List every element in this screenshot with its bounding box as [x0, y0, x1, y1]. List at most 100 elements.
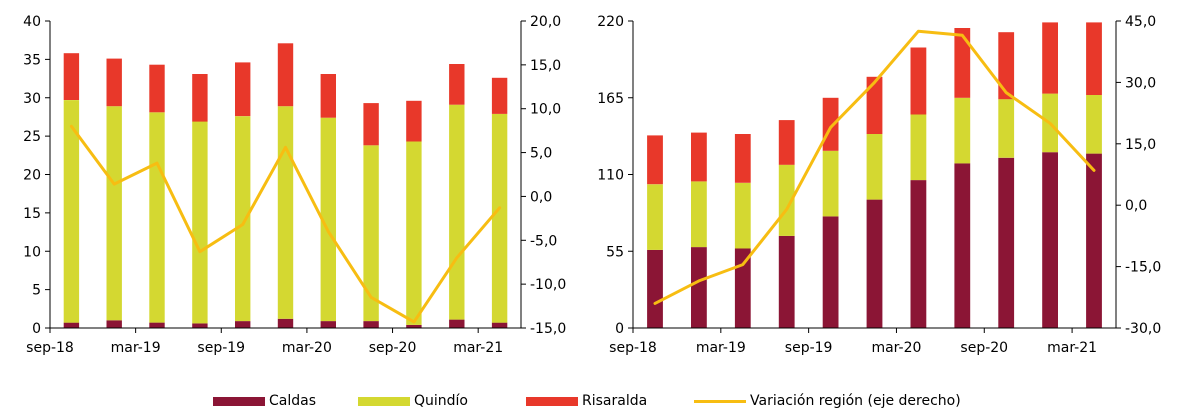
y2-tick-label-2: -15,0: [1125, 260, 1161, 276]
bar-quindio-2-jun-20: [954, 97, 971, 164]
legend-label-risaralda: Risaralda: [582, 393, 648, 409]
y-tick-label-1: 5: [32, 283, 41, 299]
x-tick-label-1: sep-20: [369, 340, 417, 356]
bar-quindio-1-dic-20: [449, 104, 465, 320]
x-tick-label-2: mar-20: [871, 340, 921, 356]
bar-risaralda-1-dic-19: [277, 43, 294, 107]
bar-risaralda-1-mar-20: [320, 74, 336, 118]
bar-risaralda-2-dic-20: [1042, 22, 1058, 94]
y-tick-label-1: 10: [23, 244, 41, 260]
bar-quindio-1-sep-18: [63, 100, 80, 323]
variation-line-2: [653, 29, 1096, 305]
bar-risaralda-2-mar-20: [910, 47, 927, 115]
y-tick-label-2: 220: [597, 14, 624, 30]
x-tick-label-2: sep-19: [785, 340, 833, 356]
bar-quindio-1-sep-20: [406, 141, 422, 325]
bar-caldas-1-mar-21: [491, 322, 508, 328]
x-tick-label-2: mar-19: [696, 340, 746, 356]
bar-caldas-2-jun-20: [954, 163, 971, 328]
y-tick-label-2: 165: [597, 91, 624, 107]
variation-line-1: [69, 124, 502, 324]
legend: Caldas Quindío Risaralda Variación regió…: [0, 391, 1177, 411]
bar-caldas-2-dic-19: [866, 199, 883, 328]
y-tick-label-1: 20: [23, 168, 41, 184]
bar-caldas-1-sep-19: [235, 321, 251, 328]
bar-caldas-1-dic-19: [277, 318, 294, 328]
y2-tick-label-2: 45,0: [1125, 14, 1156, 30]
bar-quindio-1-jun-19: [192, 121, 208, 324]
y-tick-label-2: 0: [615, 321, 624, 337]
bar-risaralda-1-sep-20: [406, 100, 422, 142]
y2-tick-label-2: 30,0: [1125, 75, 1156, 91]
bar-caldas-1-jun-20: [363, 321, 379, 328]
bar-caldas-1-sep-20: [406, 324, 422, 328]
x-tick-label-1: mar-21: [453, 340, 503, 356]
bar-caldas-2-dic-20: [1042, 152, 1058, 328]
y2-tick-label-1: 10,0: [530, 102, 561, 118]
legend-label-quindio: Quindío: [414, 393, 468, 409]
y-tick-label-1: 25: [23, 129, 41, 145]
charts-svg: 0 5 10 15 20 25 30 35 40 -15,0 -10,0 -5,0 0,0 5,0 10,0…: [23, 14, 1161, 356]
bar-caldas-1-sep-18: [63, 322, 80, 328]
bar-quindio-2-dic-19: [866, 134, 883, 200]
bar-quindio-1-jun-20: [363, 145, 379, 322]
x-tick-label-1: mar-19: [111, 340, 161, 356]
bar-risaralda-1-mar-19: [149, 64, 165, 113]
bar-quindio-2-mar-21: [1086, 95, 1102, 154]
y2-tick-label-1: 20,0: [530, 14, 561, 30]
y-tick-label-1: 30: [23, 91, 41, 107]
bar-quindio-2-jun-19: [778, 164, 795, 236]
bar-quindio-1-mar-21: [491, 113, 508, 323]
bar-risaralda-1-mar-21: [491, 77, 508, 114]
x-tick-label-2: mar-21: [1047, 340, 1097, 356]
y-tick-label-2: 55: [606, 244, 624, 260]
bar-quindio-2-sep-18: [647, 184, 663, 250]
bar-quindio-2-mar-20: [910, 114, 927, 181]
x-tick-label-1: mar-20: [282, 340, 332, 356]
bar-quindio-1-mar-19: [149, 112, 165, 323]
legend-label-caldas: Caldas: [269, 393, 317, 409]
legend-swatch-risaralda: [526, 396, 578, 406]
bar-risaralda-2-mar-19: [734, 134, 751, 183]
y2-tick-label-2: 15,0: [1125, 137, 1156, 153]
legend-swatch-caldas: [213, 396, 265, 406]
legend-item-caldas: Caldas: [213, 391, 316, 411]
bar-risaralda-2-dic-18: [691, 132, 707, 182]
bar-quindio-2-dic-18: [691, 181, 707, 248]
bar-risaralda-1-sep-18: [63, 53, 80, 100]
y-tick-label-1: 15: [23, 206, 41, 222]
bar-quindio-1-sep-19: [235, 116, 251, 322]
bar-risaralda-2-jun-20: [954, 28, 971, 98]
bar-quindio-1-mar-20: [320, 117, 336, 322]
bar-quindio-2-mar-19: [734, 182, 751, 249]
bar-risaralda-1-dic-20: [449, 64, 465, 105]
bar-risaralda-2-mar-21: [1086, 22, 1102, 95]
y2-tick-label-1: 5,0: [530, 146, 552, 162]
x-tick-label-1: sep-19: [197, 340, 245, 356]
bar-risaralda-2-dic-19: [866, 76, 883, 134]
x-tick-label-2: sep-18: [609, 340, 657, 356]
bar-quindio-1-dic-19: [277, 106, 294, 319]
y2-tick-label-1: 0,0: [530, 189, 552, 205]
bar-caldas-2-mar-19: [734, 248, 751, 328]
bar-caldas-2-sep-18: [647, 249, 663, 328]
legend-item-variacion: Variación región (eje derecho): [694, 391, 961, 411]
bar-caldas-2-mar-21: [1086, 153, 1102, 328]
y2-tick-label-1: -10,0: [530, 277, 566, 293]
y-tick-label-2: 110: [597, 168, 624, 184]
bar-risaralda-1-sep-19: [235, 62, 251, 117]
bar-risaralda-2-sep-19: [822, 97, 839, 151]
bar-caldas-2-mar-20: [910, 180, 927, 328]
bar-risaralda-1-dic-18: [106, 58, 122, 107]
y2-tick-label-1: 15,0: [530, 58, 561, 74]
legend-swatch-quindio: [358, 396, 410, 406]
bar-quindio-2-sep-20: [998, 99, 1015, 158]
bar-caldas-1-dic-18: [106, 320, 122, 328]
y-tick-label-1: 0: [32, 321, 41, 337]
y2-tick-label-1: -15,0: [530, 321, 566, 337]
y-tick-label-1: 40: [23, 14, 41, 30]
bar-caldas-2-sep-19: [822, 216, 839, 328]
bar-caldas-1-dic-20: [449, 319, 465, 328]
y2-tick-label-2: 0,0: [1125, 198, 1147, 214]
bar-risaralda-2-sep-20: [998, 32, 1015, 100]
